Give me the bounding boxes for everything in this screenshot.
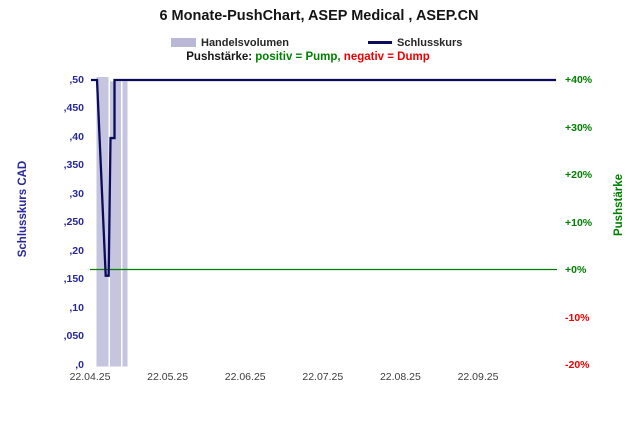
push-strength-legend: Pushstärke: positiv = Pump, negativ = Du…	[0, 51, 616, 63]
volume-bar	[109, 81, 122, 367]
legend-volume-label: Handelsvolumen	[201, 36, 290, 49]
chart-title: 6 Monate-PushChart, ASEP Medical , ASEP.…	[159, 8, 479, 24]
x-axis-tick-label: 22.04.25	[69, 371, 111, 383]
y-right-tick-label: +0%	[565, 264, 587, 276]
x-axis-tick-label: 22.09.25	[457, 371, 499, 383]
close-price-line	[90, 78, 557, 277]
y-left-tick-label: ,50	[69, 74, 84, 86]
x-axis-tick-label: 22.08.25	[379, 371, 421, 383]
y-right-tick-label: -10%	[565, 311, 590, 324]
y-left-tick-label: ,350	[63, 159, 84, 172]
y-left-tick-label: ,30	[69, 187, 84, 200]
y-left-tick-label: ,40	[69, 130, 84, 143]
y-left-tick-label: ,050	[63, 330, 84, 343]
volume-bar	[122, 81, 128, 367]
y-left-tick-label: ,150	[63, 273, 84, 286]
push-legend-negative: negativ = Dump	[340, 51, 430, 63]
y-left-tick-label: ,250	[63, 216, 84, 229]
y-right-tick-label: +10%	[565, 216, 593, 229]
x-axis-tick-label: 22.05.25	[147, 371, 189, 383]
y-left-tick-label: ,450	[63, 102, 84, 115]
y-left-tick-label: ,0	[75, 358, 84, 371]
x-axis-tick-label: 22.07.25	[302, 371, 344, 383]
legend-close-label: Schlusskurs	[397, 36, 463, 49]
y-right-tick-label: -20%	[565, 359, 590, 371]
y-left-tick-label: ,20	[69, 244, 84, 257]
y-right-tick-label: +40%	[565, 74, 593, 86]
push-legend-prefix: Pushstärke:	[186, 51, 256, 63]
legend-item-close: Schlusskurs	[368, 36, 462, 49]
legend-item-volume: Handelsvolumen	[171, 36, 289, 49]
close-line-swatch-icon	[368, 41, 392, 44]
y-left-tick-label: ,10	[69, 301, 84, 314]
y-right-tick-label: +30%	[565, 121, 593, 134]
x-axis-tick-label: 22.06.25	[224, 371, 266, 383]
volume-swatch-icon	[171, 38, 196, 47]
y-right-tick-label: +20%	[565, 169, 593, 181]
push-legend-positive: positiv = Pump,	[255, 51, 341, 63]
